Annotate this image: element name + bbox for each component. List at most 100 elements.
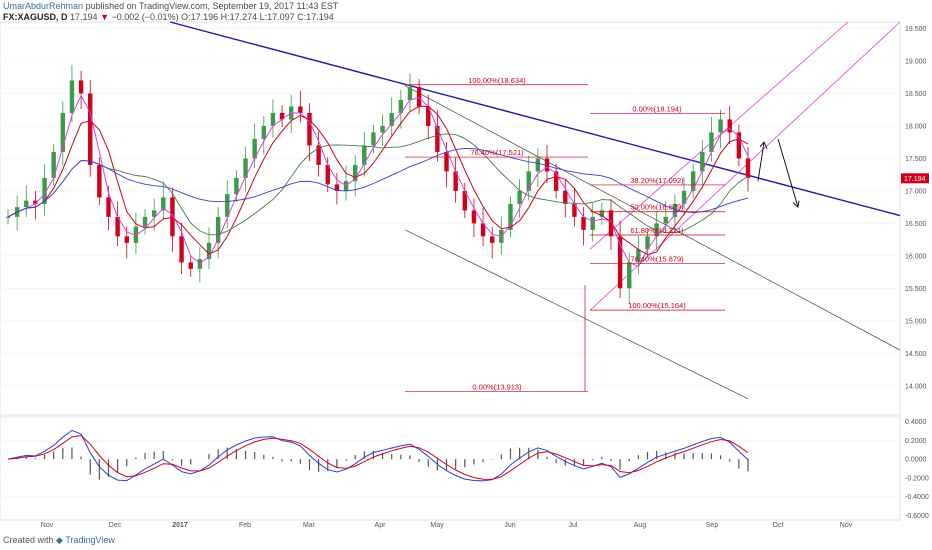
time-tick-label: Dec [109, 522, 122, 529]
candle-body [151, 210, 157, 217]
candle-body [745, 158, 751, 178]
candle-body [60, 112, 66, 152]
candle-body [709, 132, 714, 152]
candle-body [654, 223, 659, 237]
projection-arrow-up [757, 142, 765, 182]
candlesticks [5, 64, 751, 304]
moving-averages [7, 94, 749, 268]
author-link[interactable]: UmarAbdurRehman [3, 1, 84, 11]
time-tick-label: Sep [706, 522, 719, 529]
candle-body [444, 151, 449, 172]
arrow-down-head-icon [792, 200, 800, 209]
price-tick-label: 16.500 [905, 221, 927, 228]
fib-level-label: 100.00%(15.164) [628, 301, 686, 310]
candle-body [416, 86, 422, 107]
candle-body [334, 184, 340, 191]
time-tick-label: Nov [41, 522, 54, 529]
candle-body [700, 151, 705, 172]
candle-body [389, 112, 394, 126]
candle-body [124, 236, 129, 243]
candle-body [243, 158, 248, 178]
candle-body [234, 177, 239, 195]
ohlc-text: O:17.196 H:17.274 L:17.097 C:17.194 [181, 12, 334, 22]
candle-body [307, 112, 312, 146]
time-tick-label: Apr [375, 522, 387, 529]
time-tick-label: Jun [504, 522, 515, 529]
price-tick-label: 18.000 [905, 123, 927, 130]
candle-body [380, 125, 385, 133]
candle-body [727, 119, 732, 133]
candle-body [453, 171, 458, 191]
macd-tick-label: -0.4000 [905, 494, 929, 501]
created-with-text: Created with [3, 535, 54, 545]
time-tick-label: Aug [634, 522, 647, 529]
ma-medium-line [7, 105, 749, 256]
candle-body [572, 203, 577, 217]
macd-tick-label: 0.0000 [905, 457, 927, 464]
tradingview-logo-icon[interactable]: ◆ [56, 535, 63, 545]
candle-body [316, 145, 321, 165]
channel-lower-line [404, 229, 749, 400]
candle-body [325, 164, 330, 185]
projection-arrow-down [777, 138, 799, 208]
descending-trendline [169, 21, 901, 217]
change-text: −0.002 (−0.01%) [111, 12, 179, 22]
candle-body [97, 164, 102, 198]
candle-body [627, 262, 632, 289]
price-tick-label: 14.500 [905, 351, 927, 358]
candle-body [51, 151, 56, 178]
symbol-label: FX:XAGUSD, D [3, 12, 68, 22]
publish-line: UmarAbdurRehman published on TradingView… [3, 1, 338, 12]
footer: Created with ◆ TradingView [3, 535, 115, 546]
candle-body [435, 125, 440, 152]
time-tick-label: 2017 [172, 522, 188, 529]
last-price-text: 17.194 [70, 12, 98, 22]
price-tick-label: 15.500 [905, 286, 927, 293]
axes: 19.500 19.000 18.500 18.000 17.500 17.000 16.5… [41, 26, 929, 529]
candle-body [599, 210, 605, 217]
macd-line [7, 429, 749, 482]
candle-body [33, 200, 38, 204]
candle-body [462, 190, 467, 211]
candle-body [681, 190, 687, 204]
rising-channel-lower [589, 21, 901, 311]
rising-channel-upper [589, 21, 849, 250]
candle-body [398, 99, 404, 113]
candle-body [553, 171, 559, 191]
price-tick-label: 17.000 [905, 188, 927, 195]
macd-panel [7, 429, 749, 482]
fib-level-label: 0.00%(18.194) [632, 104, 682, 113]
publish-info: published on TradingView.com, September … [85, 1, 339, 11]
fib-level-label: 76.40%(17.521) [470, 148, 524, 157]
fib-level-label: 0.00%(13.913) [472, 382, 522, 391]
candle-body [188, 262, 193, 269]
fib-level-label: 50.00%(16.679) [630, 203, 684, 212]
macd-signal-line [7, 434, 749, 480]
candle-body [270, 112, 276, 126]
candle-body [517, 190, 522, 204]
candle-body [526, 171, 531, 191]
price-tick-label: 19.500 [905, 26, 927, 33]
candle-body [608, 210, 614, 237]
candle-body [426, 106, 431, 126]
candle-body [508, 203, 513, 230]
price-tick-label: 17.500 [905, 156, 927, 163]
price-drawings [169, 21, 901, 400]
candle-body [590, 216, 595, 230]
candle-body [480, 223, 486, 237]
fib-level-label: 38.20%(17.092) [630, 176, 684, 185]
candle-body [69, 80, 75, 113]
candle-body [42, 177, 47, 204]
candle-body [161, 197, 166, 211]
candle-body [471, 210, 477, 224]
price-tick-label: 18.500 [905, 91, 927, 98]
macd-pane-border [0, 416, 901, 521]
candle-body [115, 216, 120, 237]
candle-body [362, 145, 367, 165]
macd-tick-label: -0.6000 [905, 513, 929, 520]
ma-fast-line [7, 94, 749, 268]
chart-header: UmarAbdurRehman published on TradingView… [3, 1, 338, 23]
tradingview-brand[interactable]: TradingView [65, 535, 115, 545]
candle-body [489, 236, 495, 243]
